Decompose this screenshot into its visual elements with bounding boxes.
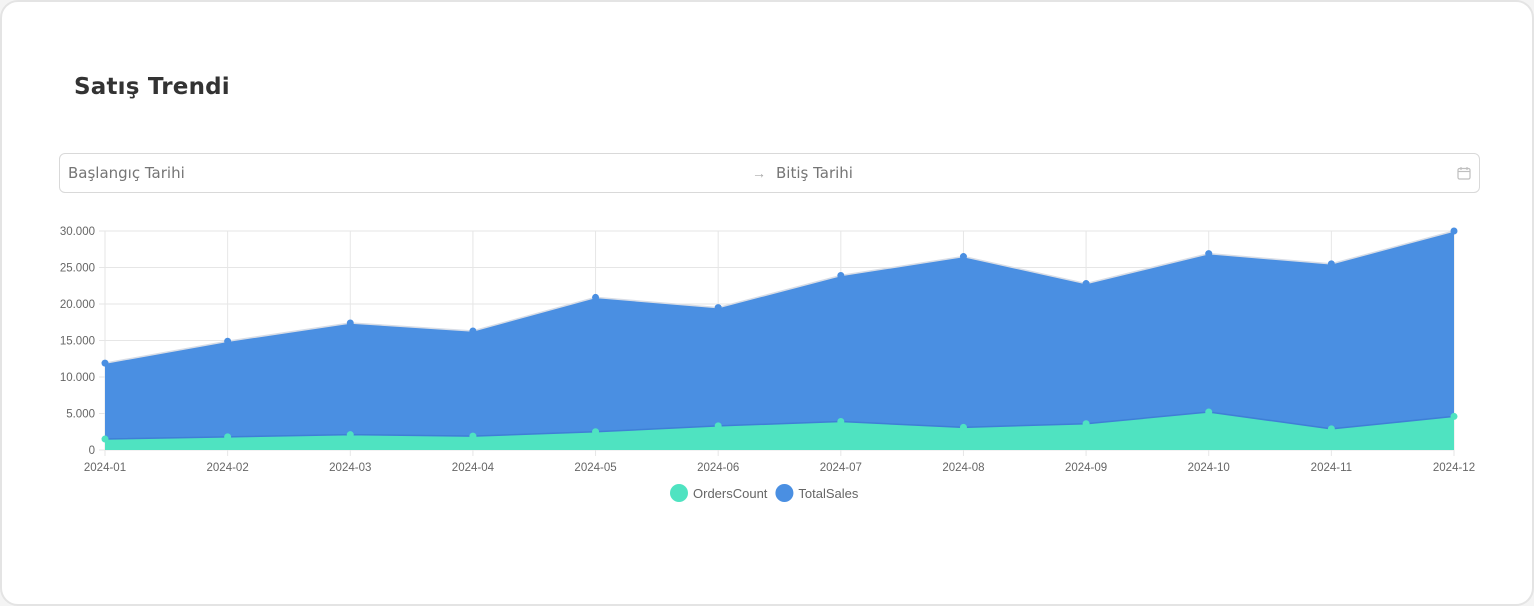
x-tick-label: 2024-06	[697, 462, 739, 474]
y-tick-label: 15.000	[60, 336, 95, 348]
data-point-totalsales	[469, 327, 477, 335]
data-point-orderscount	[101, 435, 109, 443]
data-point-orderscount	[1450, 412, 1458, 420]
page-title: Satış Trendi	[74, 74, 230, 100]
y-tick-label: 5.000	[66, 409, 95, 421]
x-tick-label: 2024-11	[1311, 462, 1352, 474]
x-tick-label: 2024-07	[820, 462, 862, 474]
data-point-orderscount	[837, 418, 845, 426]
y-tick-label: 10.000	[60, 372, 95, 384]
data-point-totalsales	[837, 272, 845, 280]
data-point-totalsales	[1205, 250, 1213, 258]
data-point-totalsales	[714, 304, 722, 312]
x-tick-label: 2024-02	[207, 462, 249, 474]
data-point-orderscount	[1327, 425, 1335, 433]
data-point-orderscount	[1205, 408, 1213, 416]
data-point-totalsales	[959, 253, 967, 261]
x-tick-label: 2024-12	[1433, 462, 1475, 474]
x-tick-label: 2024-10	[1188, 462, 1230, 474]
x-tick-label: 2024-04	[452, 462, 495, 474]
data-point-totalsales	[224, 337, 232, 345]
y-tick-label: 25.000	[60, 263, 95, 275]
y-tick-label: 20.000	[60, 299, 95, 311]
series-area-totalsales	[105, 231, 1454, 440]
data-point-orderscount	[592, 428, 600, 436]
x-tick-label: 2024-01	[84, 462, 126, 474]
data-point-orderscount	[346, 431, 354, 439]
series-line-orderscount	[104, 411, 1455, 440]
x-tick-label: 2024-09	[1065, 462, 1107, 474]
date-range-picker[interactable]: →	[59, 153, 1480, 193]
x-tick-label: 2024-03	[329, 462, 371, 474]
data-point-orderscount	[224, 433, 232, 441]
legend-marker-orderscount	[670, 484, 688, 502]
calendar-icon[interactable]	[1457, 166, 1471, 180]
start-date-input[interactable]	[68, 154, 728, 192]
data-point-orderscount	[714, 422, 722, 430]
data-point-orderscount	[469, 432, 477, 440]
data-point-totalsales	[592, 293, 600, 301]
series-line-totalsales	[104, 230, 1455, 364]
y-tick-label: 30.000	[60, 226, 95, 238]
x-tick-label: 2024-05	[574, 462, 616, 474]
data-point-orderscount	[1082, 420, 1090, 428]
legend-marker-totalsales	[775, 484, 794, 502]
data-point-totalsales	[1327, 260, 1335, 268]
data-point-totalsales	[346, 319, 354, 327]
y-tick-label: 0	[89, 445, 95, 457]
legend-label-orderscount: OrdersCount	[693, 486, 768, 501]
arrow-right-icon: →	[752, 165, 766, 181]
data-point-totalsales	[1082, 280, 1090, 288]
data-point-totalsales	[101, 359, 109, 367]
data-point-totalsales	[1450, 227, 1458, 235]
legend-label-totalsales: TotalSales	[798, 486, 858, 501]
data-point-orderscount	[959, 423, 967, 431]
x-tick-label: 2024-08	[942, 462, 984, 474]
end-date-input[interactable]	[776, 154, 1436, 192]
